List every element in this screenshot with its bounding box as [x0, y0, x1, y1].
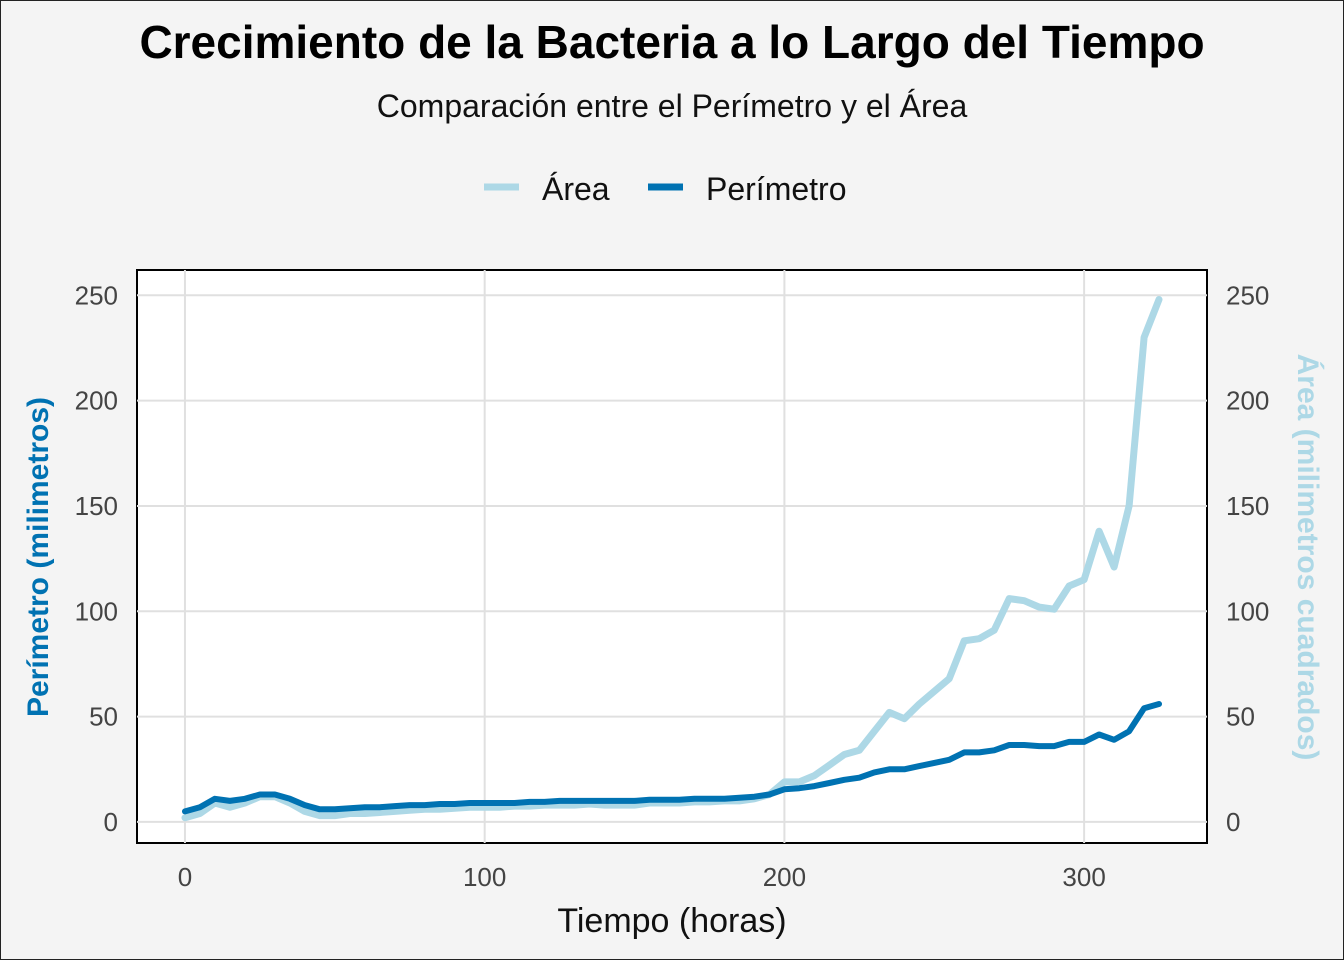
y-tick-label-right: 200: [1226, 386, 1269, 416]
chart-subtitle: Comparación entre el Perímetro y el Área: [377, 88, 968, 124]
legend: Área Perímetro: [484, 171, 846, 207]
y-tick-label-right: 0: [1226, 807, 1240, 837]
y-tick-label-right: 150: [1226, 491, 1269, 521]
series-line-perimeter: [182, 701, 1162, 815]
y-tick-label-left: 0: [104, 807, 118, 837]
y-tick-label-left: 150: [75, 491, 118, 521]
ticks-layer: 0 100 200 300 0 50 100 150 200 250 0 50 100 150 200 250: [75, 280, 1270, 892]
x-tick-label: 100: [463, 862, 506, 892]
y-axis-title-left: Perímetro (milimetros): [22, 397, 55, 717]
y-tick-label-left: 250: [75, 280, 118, 310]
series-layer: [181, 296, 1163, 822]
legend-label-perimeter: Perímetro: [706, 171, 846, 207]
chart-title: Crecimiento de la Bacteria a lo Largo de…: [139, 16, 1204, 68]
y-tick-label-left: 100: [75, 596, 118, 626]
series-line-area: [181, 296, 1163, 822]
y-tick-label-left: 200: [75, 386, 118, 416]
legend-label-area: Área: [542, 171, 610, 207]
y-axis-title-right: Área (milimetros cuadrados): [1291, 354, 1325, 761]
x-tick-label: 0: [178, 862, 192, 892]
x-tick-label: 300: [1062, 862, 1105, 892]
y-tick-label-right: 250: [1226, 280, 1269, 310]
y-tick-label-left: 50: [89, 702, 118, 732]
gridlines: [137, 270, 1207, 843]
plot-panel: [136, 269, 1208, 844]
y-tick-label-right: 50: [1226, 702, 1255, 732]
x-tick-label: 200: [763, 862, 806, 892]
x-axis-title: Tiempo (horas): [557, 902, 786, 940]
y-tick-label-right: 100: [1226, 596, 1269, 626]
